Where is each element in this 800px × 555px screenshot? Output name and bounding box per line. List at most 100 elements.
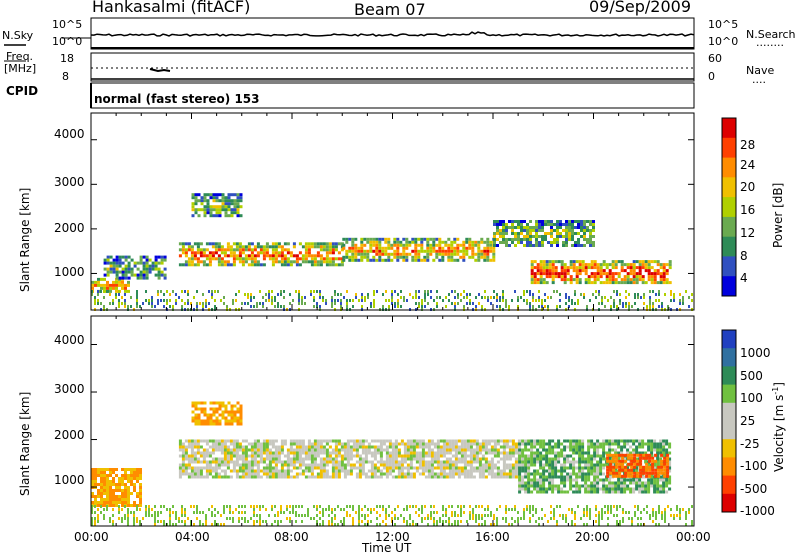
- power-noise-cell: [334, 290, 336, 293]
- power-cell: [583, 235, 586, 238]
- velocity-cell: [455, 458, 458, 461]
- velocity-noise-cell: [325, 508, 327, 511]
- velocity-cell: [446, 467, 449, 470]
- velocity-noise-cell: [412, 520, 414, 523]
- velocity-cell: [278, 452, 281, 455]
- power-noise-cell: [163, 305, 165, 308]
- power-cell: [615, 281, 618, 284]
- velocity-cell: [512, 452, 515, 455]
- velocity-noise-cell: [640, 511, 642, 514]
- velocity-cell: [103, 501, 106, 504]
- power-noise-cell: [118, 299, 120, 302]
- velocity-cell: [100, 468, 103, 471]
- power-cell: [266, 251, 269, 254]
- velocity-cell: [518, 467, 521, 470]
- power-cell: [263, 245, 266, 248]
- power-noise-cell: [469, 293, 471, 296]
- velocity-cell: [593, 464, 596, 467]
- power-noise-cell: [217, 290, 219, 293]
- velocity-cell: [618, 475, 621, 478]
- velocity-cell: [609, 466, 612, 469]
- velocity-noise-cell: [187, 517, 189, 520]
- velocity-cell: [314, 452, 317, 455]
- velocity-cell: [127, 480, 130, 483]
- power-noise-cell: [553, 290, 555, 293]
- power-cell: [453, 259, 456, 262]
- velocity-cell: [584, 476, 587, 479]
- power-cell: [552, 275, 555, 278]
- velocity-cell: [626, 443, 629, 446]
- velocity-cell: [554, 443, 557, 446]
- velocity-cell: [410, 476, 413, 479]
- velocity-cell: [230, 461, 233, 464]
- velocity-cell: [536, 461, 539, 464]
- velocity-cell: [335, 452, 338, 455]
- power-cell: [502, 220, 505, 223]
- velocity-cell: [212, 470, 215, 473]
- velocity-noise-cell: [283, 511, 285, 514]
- velocity-cell: [557, 476, 560, 479]
- velocity-cell: [633, 472, 636, 475]
- velocity-cell: [182, 458, 185, 461]
- velocity-cell: [488, 467, 491, 470]
- velocity-cell: [599, 470, 602, 473]
- velocity-cell: [198, 420, 201, 423]
- velocity-cell: [590, 491, 593, 494]
- power-cell: [122, 274, 125, 277]
- velocity-cell: [642, 472, 645, 475]
- power-cell: [550, 220, 553, 223]
- velocity-cell: [635, 449, 638, 452]
- velocity-noise-cell: [193, 505, 195, 508]
- velocity-cell: [599, 458, 602, 461]
- velocity-cell: [551, 458, 554, 461]
- power-cell: [284, 254, 287, 257]
- power-noise-cell: [298, 290, 300, 293]
- velocity-cell: [530, 461, 533, 464]
- velocity-cell: [231, 417, 234, 420]
- velocity-cell: [392, 476, 395, 479]
- velocity-cell: [515, 476, 518, 479]
- velocity-cell: [317, 446, 320, 449]
- velocity-cell: [413, 467, 416, 470]
- power-noise-cell: [613, 299, 615, 302]
- power-cell: [207, 193, 210, 196]
- velocity-cell: [240, 417, 243, 420]
- power-cell: [192, 205, 195, 208]
- velocity-cell: [542, 470, 545, 473]
- velocity-cell: [191, 440, 194, 443]
- power-cell: [624, 263, 627, 266]
- power-cell: [104, 262, 107, 265]
- velocity-cell: [222, 402, 225, 405]
- power-noise-cell: [187, 290, 189, 293]
- power-cell: [561, 275, 564, 278]
- power-cell: [573, 260, 576, 263]
- power-cell: [546, 269, 549, 272]
- power-noise-cell: [313, 296, 315, 299]
- velocity-cell: [112, 480, 115, 483]
- power-cell: [317, 245, 320, 248]
- velocity-cell: [302, 458, 305, 461]
- velocity-noise-cell: [457, 520, 459, 523]
- power-noise-cell: [373, 302, 375, 305]
- velocity-noise-cell: [184, 520, 186, 523]
- velocity-cell: [389, 455, 392, 458]
- power-cell: [221, 263, 224, 266]
- velocity-cell: [629, 491, 632, 494]
- velocity-cell: [347, 461, 350, 464]
- velocity-cell: [518, 443, 521, 446]
- velocity-cell: [386, 470, 389, 473]
- velocity-cell: [287, 476, 290, 479]
- velocity-cell: [593, 473, 596, 476]
- power-noise-cell: [547, 305, 549, 308]
- power-noise-cell: [388, 305, 390, 308]
- velocity-cell: [106, 486, 109, 489]
- power-cell: [562, 229, 565, 232]
- power-cell: [326, 245, 329, 248]
- power-noise-cell: [247, 296, 249, 299]
- velocity-noise-cell: [634, 511, 636, 514]
- power-noise-cell: [619, 302, 621, 305]
- velocity-cell: [467, 455, 470, 458]
- velocity-cell: [392, 452, 395, 455]
- power-cell: [345, 241, 348, 244]
- power-cell: [326, 260, 329, 263]
